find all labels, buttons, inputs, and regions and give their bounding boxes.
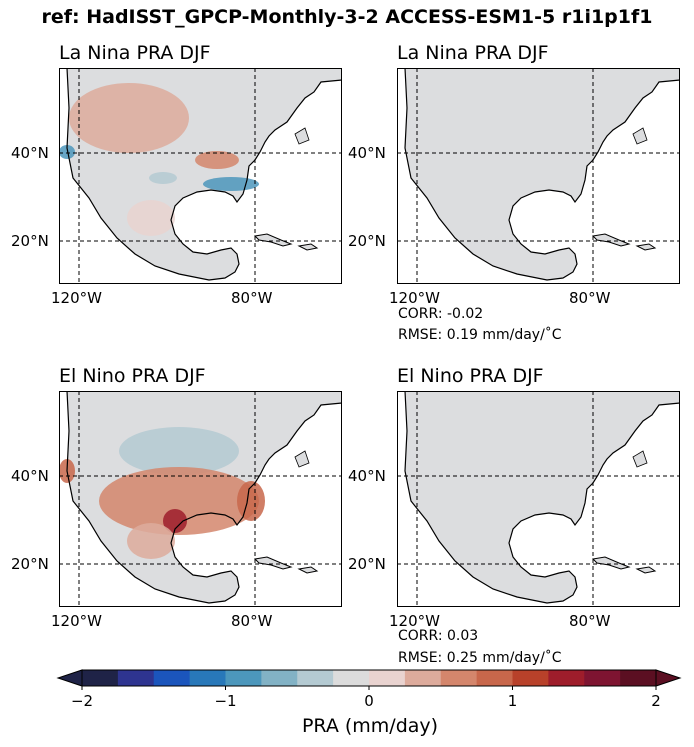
panel-4-ytick-20n: 20°N bbox=[348, 555, 386, 573]
colorbar-segment-8 bbox=[369, 670, 406, 686]
panel-frame bbox=[59, 391, 342, 607]
hispaniola-island bbox=[297, 566, 319, 574]
pacific-ocean bbox=[59, 391, 225, 607]
cuba-island bbox=[253, 556, 293, 570]
panel-2-title: La Nina PRA DJF bbox=[397, 42, 549, 64]
colorbar-tick-label-0: −2 bbox=[70, 692, 94, 710]
nova-scotia bbox=[632, 450, 648, 468]
panel-1-ytick-20n: 20°N bbox=[11, 232, 49, 250]
anomaly-5 bbox=[127, 200, 175, 236]
cuba-island bbox=[253, 233, 293, 247]
figure-title: ref: HadISST_GPCP-Monthly-3-2 ACCESS-ESM… bbox=[41, 6, 653, 28]
colorbar-segment-11 bbox=[476, 670, 513, 686]
colorbar-segment-12 bbox=[512, 670, 549, 686]
coastline bbox=[404, 390, 681, 604]
panel-frame bbox=[397, 391, 680, 607]
panel-3-ytick-20n: 20°N bbox=[11, 555, 49, 573]
anomaly-5 bbox=[127, 523, 175, 559]
anomaly-0 bbox=[119, 427, 239, 475]
panel-4-map bbox=[397, 390, 681, 607]
anomaly-0 bbox=[69, 83, 189, 153]
panel-3-map bbox=[59, 390, 343, 607]
panel-4-ytick-40n: 40°N bbox=[348, 467, 386, 485]
colorbar-segment-2 bbox=[153, 670, 191, 686]
anomaly-2 bbox=[163, 509, 187, 533]
land-area bbox=[397, 391, 680, 607]
panel-frame bbox=[59, 68, 342, 284]
nova-scotia bbox=[294, 127, 310, 145]
anomaly-3 bbox=[203, 177, 259, 191]
coastline bbox=[66, 390, 343, 604]
colorbar-segment-10 bbox=[440, 670, 478, 686]
panel-4-corr: CORR: 0.03 bbox=[398, 628, 479, 644]
colorbar bbox=[56, 669, 682, 690]
cuba-island bbox=[591, 556, 631, 570]
nova-scotia bbox=[294, 450, 310, 468]
panel-2-map bbox=[397, 67, 681, 284]
cuba-island bbox=[591, 233, 631, 247]
panel-3-ytick-40n: 40°N bbox=[11, 467, 49, 485]
panel-3-xtick-120w: 120°W bbox=[51, 612, 102, 630]
anomaly-4 bbox=[149, 172, 177, 184]
panel-4-xtick-80w: 80°W bbox=[569, 612, 611, 630]
anomaly-3 bbox=[237, 481, 265, 521]
coastline bbox=[66, 67, 343, 281]
panel-3-title: El Nino PRA DJF bbox=[59, 365, 206, 387]
panel-3-xtick-80w: 80°W bbox=[231, 612, 273, 630]
colorbar-tick-label-1: −1 bbox=[214, 692, 237, 710]
colorbar-segment-6 bbox=[297, 670, 334, 686]
colorbar-segment-9 bbox=[404, 670, 442, 686]
colorbar-segment-15 bbox=[620, 670, 657, 686]
panel-2-ytick-20n: 20°N bbox=[348, 232, 386, 250]
land-area bbox=[397, 68, 680, 284]
panel-2-ytick-40n: 40°N bbox=[348, 144, 386, 162]
colorbar-segment-1 bbox=[117, 670, 155, 686]
pacific-ocean bbox=[59, 68, 225, 284]
hispaniola-island bbox=[635, 566, 657, 574]
colorbar-segment-0 bbox=[82, 670, 119, 686]
pacific-ocean bbox=[397, 391, 563, 607]
anomaly-2 bbox=[195, 151, 239, 169]
colorbar-segment-3 bbox=[189, 670, 226, 686]
colorbar-segment-5 bbox=[261, 670, 298, 686]
hispaniola-island bbox=[635, 243, 657, 251]
colorbar-segment-7 bbox=[333, 670, 370, 686]
colorbar-segment-13 bbox=[548, 670, 585, 686]
panel-2-xtick-80w: 80°W bbox=[569, 289, 611, 307]
colorbar-segment-14 bbox=[584, 670, 621, 686]
anomaly-1 bbox=[99, 467, 259, 535]
panel-4-xtick-120w: 120°W bbox=[389, 612, 440, 630]
colorbar-tick-label-4: 2 bbox=[651, 692, 661, 710]
panel-1-xtick-80w: 80°W bbox=[231, 289, 273, 307]
colorbar-tick-label-2: 0 bbox=[364, 692, 374, 710]
pacific-ocean bbox=[397, 68, 563, 284]
panel-frame bbox=[397, 68, 680, 284]
colorbar-extend-low bbox=[56, 669, 83, 687]
panel-4-title: El Nino PRA DJF bbox=[397, 365, 544, 387]
hispaniola-island bbox=[297, 243, 319, 251]
colorbar-extend-high bbox=[655, 669, 682, 687]
panel-2-rmse: RMSE: 0.19 mm/day/˚C bbox=[398, 327, 562, 343]
nova-scotia bbox=[632, 127, 648, 145]
panel-1-map bbox=[59, 67, 343, 284]
colorbar-tick-label-3: 1 bbox=[507, 692, 518, 710]
panel-1-ytick-40n: 40°N bbox=[11, 144, 49, 162]
panel-2-corr: CORR: -0.02 bbox=[398, 306, 484, 322]
anomaly-1 bbox=[59, 145, 75, 159]
panel-4-rmse: RMSE: 0.25 mm/day/˚C bbox=[398, 650, 562, 666]
colorbar-label: PRA (mm/day) bbox=[301, 715, 439, 737]
colorbar-segment-4 bbox=[225, 670, 262, 686]
coastline bbox=[404, 67, 681, 281]
panel-1-xtick-120w: 120°W bbox=[51, 289, 102, 307]
panel-2-xtick-120w: 120°W bbox=[389, 289, 440, 307]
panel-1-title: La Nina PRA DJF bbox=[59, 42, 211, 64]
